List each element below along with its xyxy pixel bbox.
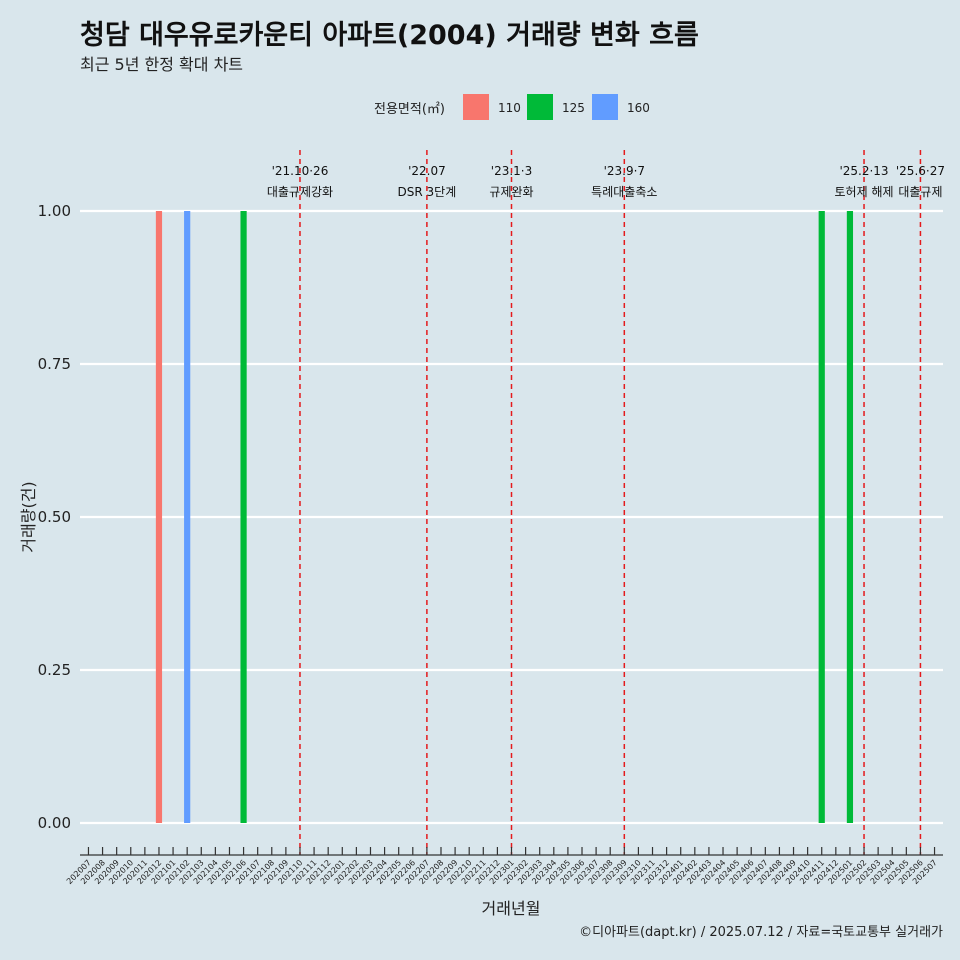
- event-date: '23.9·7: [604, 164, 645, 178]
- axes: 0.000.250.500.751.0020200720200820200920…: [38, 202, 943, 886]
- event-label: 토허제 해제: [835, 185, 894, 199]
- caption: ©디아파트(dapt.kr) / 2025.07.12 / 자료=국토교통부 실…: [579, 925, 943, 940]
- chart-subtitle: 최근 5년 한정 확대 차트: [80, 55, 243, 74]
- legend-label-160: 160: [627, 101, 650, 115]
- event-date: '21.10·26: [272, 164, 329, 178]
- legend-label-110: 110: [498, 101, 521, 115]
- legend-title: 전용면적(㎡): [374, 102, 445, 117]
- chart-title: 청담 대우유로카운티 아파트(2004) 거래량 변화 흐름: [80, 20, 699, 51]
- legend-swatch-125: [527, 94, 553, 120]
- event-date: '25.6·27: [896, 164, 945, 178]
- bar-125-202106: [240, 211, 247, 823]
- bar-160-202102: [184, 211, 191, 823]
- bar-125-202411: [818, 211, 825, 823]
- event-date: '25.2·13: [839, 164, 888, 178]
- x-axis-title: 거래년월: [482, 899, 541, 918]
- bars: [155, 211, 854, 823]
- event-date: '23.1·3: [491, 164, 532, 178]
- y-axis-title: 거래량(건): [19, 481, 38, 552]
- event-label: 규제완화: [489, 185, 533, 199]
- event-label: 대출규제강화: [267, 185, 333, 199]
- event-label: DSR 3단계: [398, 185, 457, 199]
- event-label: 특례대출축소: [591, 185, 657, 199]
- legend-swatch-110: [463, 94, 489, 120]
- legend-label-125: 125: [562, 101, 585, 115]
- y-tick-label: 1.00: [38, 202, 71, 220]
- y-tick-label: 0.25: [38, 661, 71, 679]
- y-tick-label: 0.50: [38, 508, 71, 526]
- grid: [80, 209, 943, 825]
- y-tick-label: 0.00: [38, 814, 71, 832]
- bar-110-202012: [155, 211, 163, 823]
- event-date: '22.07: [408, 164, 446, 178]
- y-tick-label: 0.75: [38, 355, 71, 373]
- event-label: 대출규제: [898, 185, 942, 199]
- event-lines: '21.10·26 대출규제강화 '22.07 DSR 3단계 '23.1·3 규제완화 '…: [267, 150, 945, 855]
- bar-125-202501: [846, 211, 854, 823]
- legend: 전용면적(㎡) 110 125 160: [374, 94, 650, 120]
- legend-swatch-160: [592, 94, 618, 120]
